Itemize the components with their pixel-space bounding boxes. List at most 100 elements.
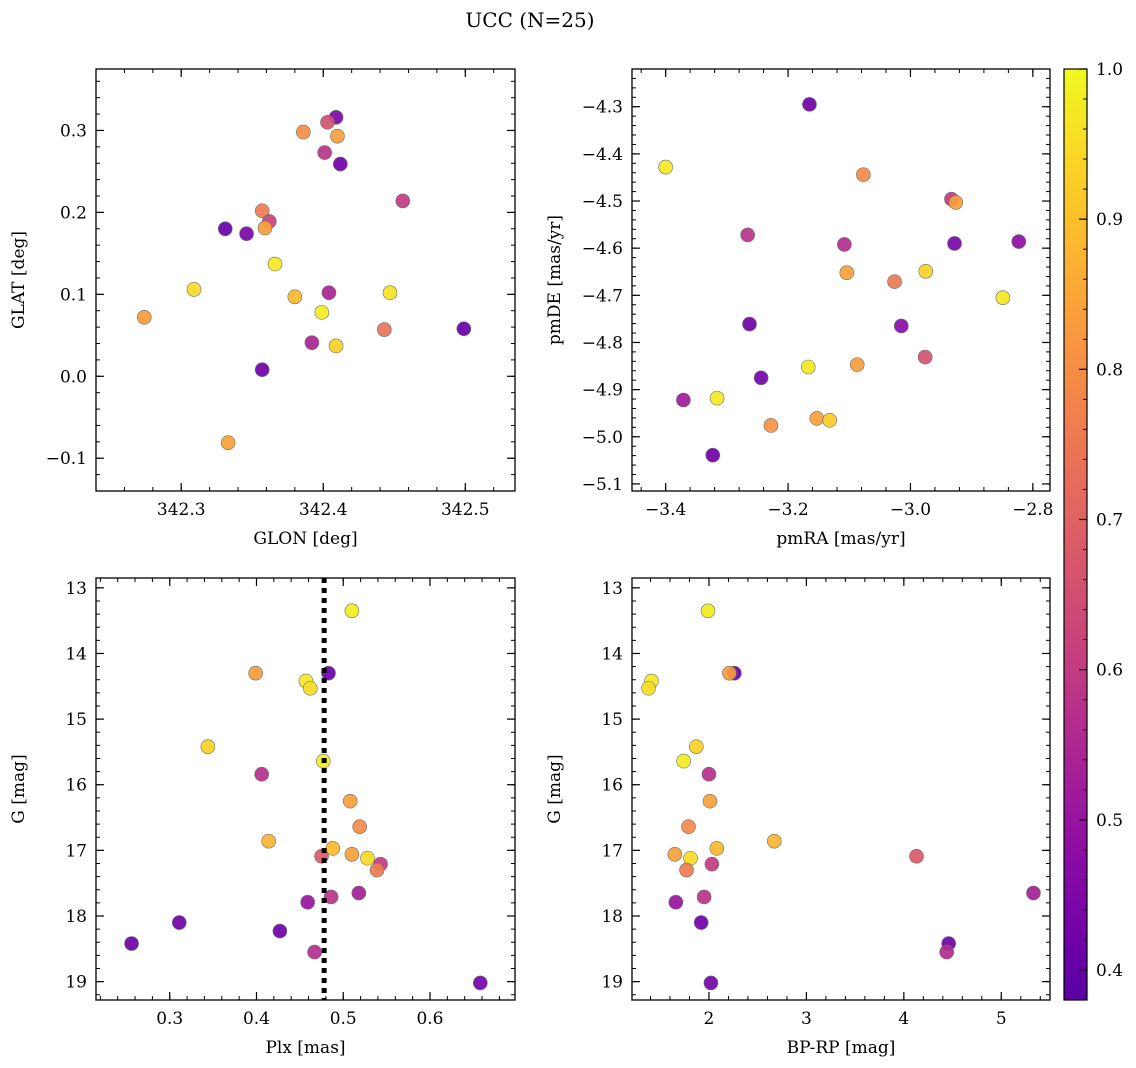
data-points <box>641 603 1041 991</box>
data-point <box>822 412 837 428</box>
colorbar-tick-label: 0.4 <box>1096 961 1123 981</box>
data-point <box>217 221 233 237</box>
y-axis-label: GLAT [deg] <box>9 231 29 329</box>
data-point <box>802 97 817 112</box>
y-tick-label: 0.3 <box>60 121 87 141</box>
data-point <box>267 256 283 272</box>
x-tick-label: 342.5 <box>441 500 490 520</box>
data-point <box>304 335 320 350</box>
y-tick-label: −0.1 <box>46 449 87 469</box>
data-point <box>856 167 871 182</box>
x-tick-label: 342.4 <box>299 500 348 520</box>
y-tick-label: −4.7 <box>582 286 623 306</box>
minor-ticks <box>632 578 1050 1000</box>
data-point <box>323 889 339 905</box>
x-tick-label: −3.2 <box>767 500 808 520</box>
y-tick-label: 16 <box>65 776 87 796</box>
panel-bprp-g: 2 3 4 5 13 14 15 16 17 18 19 BP-RP [mag] G [mag] <box>545 577 1051 1058</box>
data-point <box>947 236 962 251</box>
y-tick-label: 15 <box>601 710 623 730</box>
axes-frame <box>631 577 1051 1001</box>
y-tick-label: 0.1 <box>60 285 87 305</box>
x-tick-label: −3.4 <box>645 500 686 520</box>
x-tick-label: 5 <box>996 1009 1007 1029</box>
y-tick-label: 18 <box>601 907 623 927</box>
y-tick-label: 16 <box>601 776 623 796</box>
y-axis-label: G [mag] <box>545 754 565 823</box>
data-point <box>917 349 933 365</box>
x-axis-label: GLON [deg] <box>253 529 357 549</box>
data-point <box>740 227 755 243</box>
colorbar-tick-label: 0.5 <box>1096 811 1123 831</box>
y-tick-label: 0.2 <box>60 203 87 223</box>
minor-ticks <box>632 68 1050 491</box>
y-tick-label: 14 <box>65 644 87 664</box>
x-tick-label: 0.3 <box>156 1009 183 1029</box>
data-point <box>742 316 757 332</box>
data-point <box>696 889 712 905</box>
data-point <box>272 923 288 939</box>
y-tick-label: −5.1 <box>582 475 623 495</box>
data-point <box>296 124 311 140</box>
colorbar-tick-label: 0.6 <box>1096 661 1123 681</box>
data-point <box>689 739 704 754</box>
x-axis-label: pmRA [mas/yr] <box>776 529 905 549</box>
data-point <box>722 665 737 681</box>
x-tick-label: 0.6 <box>416 1009 443 1029</box>
data-point <box>395 193 411 209</box>
y-tick-label: −4.5 <box>582 192 623 212</box>
data-point <box>254 203 270 219</box>
data-point <box>377 322 392 337</box>
data-point <box>676 392 691 408</box>
y-tick-label: 14 <box>601 644 623 664</box>
data-point <box>248 665 263 681</box>
data-point <box>330 128 345 144</box>
data-point <box>1011 234 1027 249</box>
panel-glon-glat: 342.3 342.4 342.5 −0.1 0.0 0.1 0.2 0.3 GLON [deg… <box>9 68 516 549</box>
data-point <box>681 819 696 835</box>
data-point <box>800 359 816 375</box>
colorbar-frame <box>1063 68 1088 1001</box>
data-point <box>257 220 273 236</box>
minor-ticks <box>96 578 515 1000</box>
axes-frame <box>95 577 516 1001</box>
y-tick-label: −4.9 <box>582 381 623 401</box>
data-point <box>239 226 254 242</box>
data-point <box>702 793 718 809</box>
y-axis-label: pmDE [mas/yr] <box>545 215 565 345</box>
data-point <box>658 159 673 175</box>
colorbar: 0.4 0.5 0.6 0.7 0.8 0.9 1.0 <box>1063 60 1123 1001</box>
data-point <box>254 766 269 782</box>
y-tick-label: −4.4 <box>582 145 623 165</box>
data-point <box>317 145 332 160</box>
data-point <box>342 793 358 809</box>
data-point <box>344 847 360 862</box>
data-point <box>995 290 1011 305</box>
y-tick-label: −4.6 <box>582 239 623 259</box>
data-point <box>703 975 719 991</box>
data-point <box>261 833 276 849</box>
y-tick-label: 18 <box>65 907 87 927</box>
data-point <box>307 944 322 960</box>
data-point <box>837 237 852 252</box>
data-point <box>667 847 683 862</box>
axes-frame <box>95 68 516 492</box>
data-point <box>1026 885 1041 901</box>
data-point <box>352 819 368 835</box>
x-tick-label: −3.0 <box>890 500 931 520</box>
data-point <box>287 289 303 305</box>
data-point <box>360 850 375 866</box>
data-point <box>369 862 385 878</box>
data-point <box>909 848 924 864</box>
data-point <box>200 739 216 754</box>
data-point <box>220 435 236 450</box>
colorbar-tick-label: 0.8 <box>1096 360 1123 380</box>
x-axis-label: BP-RP [mag] <box>787 1038 896 1058</box>
data-point <box>918 263 934 279</box>
x-tick-label: 342.3 <box>157 500 206 520</box>
x-tick-label: −2.8 <box>1012 500 1053 520</box>
data-point <box>171 915 187 930</box>
panel-plx-g: 0.3 0.4 0.5 0.6 13 14 15 16 17 18 19 Plx [mas] G [ma… <box>9 577 516 1058</box>
y-tick-label: 0.0 <box>60 367 87 387</box>
data-point <box>382 285 398 301</box>
